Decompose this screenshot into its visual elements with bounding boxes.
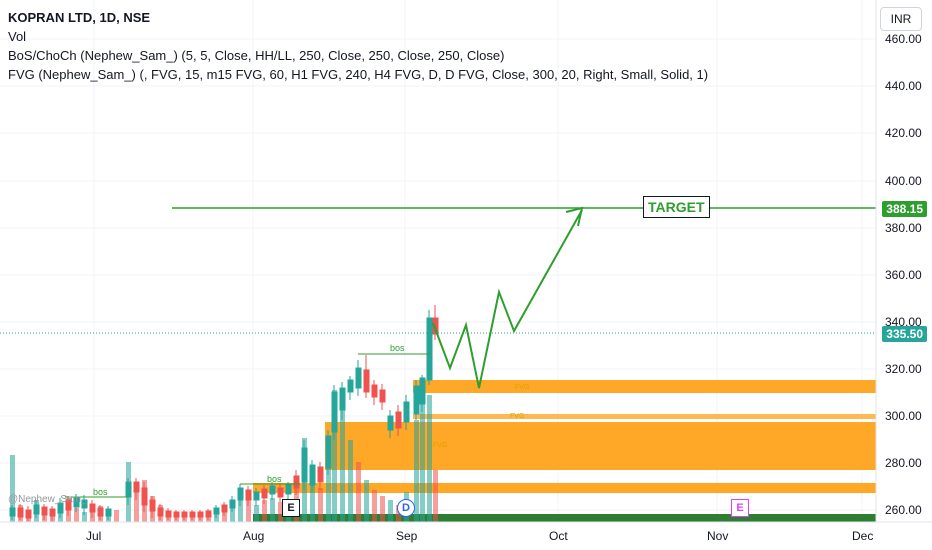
price-tick: 280.00	[885, 456, 922, 470]
time-label: Nov	[707, 529, 728, 543]
price-tick: 400.00	[885, 174, 922, 188]
bos-lines	[65, 353, 430, 498]
bos-label: bos	[267, 474, 282, 484]
earnings-event-icon[interactable]: E	[282, 499, 300, 517]
projection-path	[432, 209, 583, 389]
bos-labels: bos bos bos	[93, 343, 405, 497]
price-axis: 460.00 440.00 420.00 400.00 380.00 360.0…	[875, 0, 922, 522]
indicator-vol[interactable]: Vol	[8, 29, 27, 44]
price-tick: 320.00	[885, 362, 922, 376]
author-watermark: @Nephew_Sam_	[8, 494, 87, 505]
time-label: Aug	[243, 529, 264, 543]
indicator-bos-choch[interactable]: BoS/ChoCh (Nephew_Sam_) (5, 5, Close, HH…	[8, 48, 505, 63]
price-tick: 380.00	[885, 221, 922, 235]
last-price-tag: 335.50	[882, 326, 927, 342]
fvg-zone	[253, 483, 876, 493]
fvg-zone	[413, 414, 876, 419]
price-tick: 360.00	[885, 268, 922, 282]
time-axis: Jul Aug Sep Oct Nov Dec	[0, 521, 932, 543]
price-tick: 260.00	[885, 503, 922, 517]
price-tick: 460.00	[885, 32, 922, 46]
fvg-zone	[413, 380, 876, 393]
currency-button[interactable]: INR	[880, 7, 922, 31]
earnings-event-icon[interactable]: E	[731, 499, 749, 517]
price-tick: 440.00	[885, 79, 922, 93]
price-tick: 300.00	[885, 409, 922, 423]
price-tick: 340.00	[885, 315, 922, 329]
time-label: Jul	[86, 529, 101, 543]
fvg-label: FVG	[433, 442, 447, 449]
dividend-event-icon[interactable]: D	[397, 499, 415, 517]
indicator-fvg[interactable]: FVG (Nephew_Sam_) (, FVG, 15, m15 FVG, 6…	[8, 67, 709, 82]
bos-label: bos	[390, 343, 405, 353]
target-price-tag: 388.15	[882, 201, 927, 217]
fvg-label: FVG	[515, 384, 529, 391]
time-label: Dec	[852, 529, 873, 543]
bos-label: bos	[93, 487, 108, 497]
fvg-label: FVG	[510, 413, 524, 420]
chart-legend: KOPRAN LTD, 1D, NSE Vol BoS/ChoCh (Nephe…	[8, 8, 708, 84]
candles	[9, 305, 439, 521]
price-tick: 420.00	[885, 126, 922, 140]
time-label: Oct	[549, 529, 568, 543]
fvg-zone	[325, 422, 876, 470]
bottom-band	[253, 514, 876, 522]
target-label: TARGET	[643, 196, 710, 218]
projection-arrowhead	[565, 206, 584, 227]
symbol-title[interactable]: KOPRAN LTD, 1D, NSE	[8, 10, 151, 25]
time-label: Sep	[396, 529, 418, 543]
fvg-zones	[253, 380, 876, 493]
fvg-zone-labels: FVG FVG FVG	[433, 384, 529, 449]
